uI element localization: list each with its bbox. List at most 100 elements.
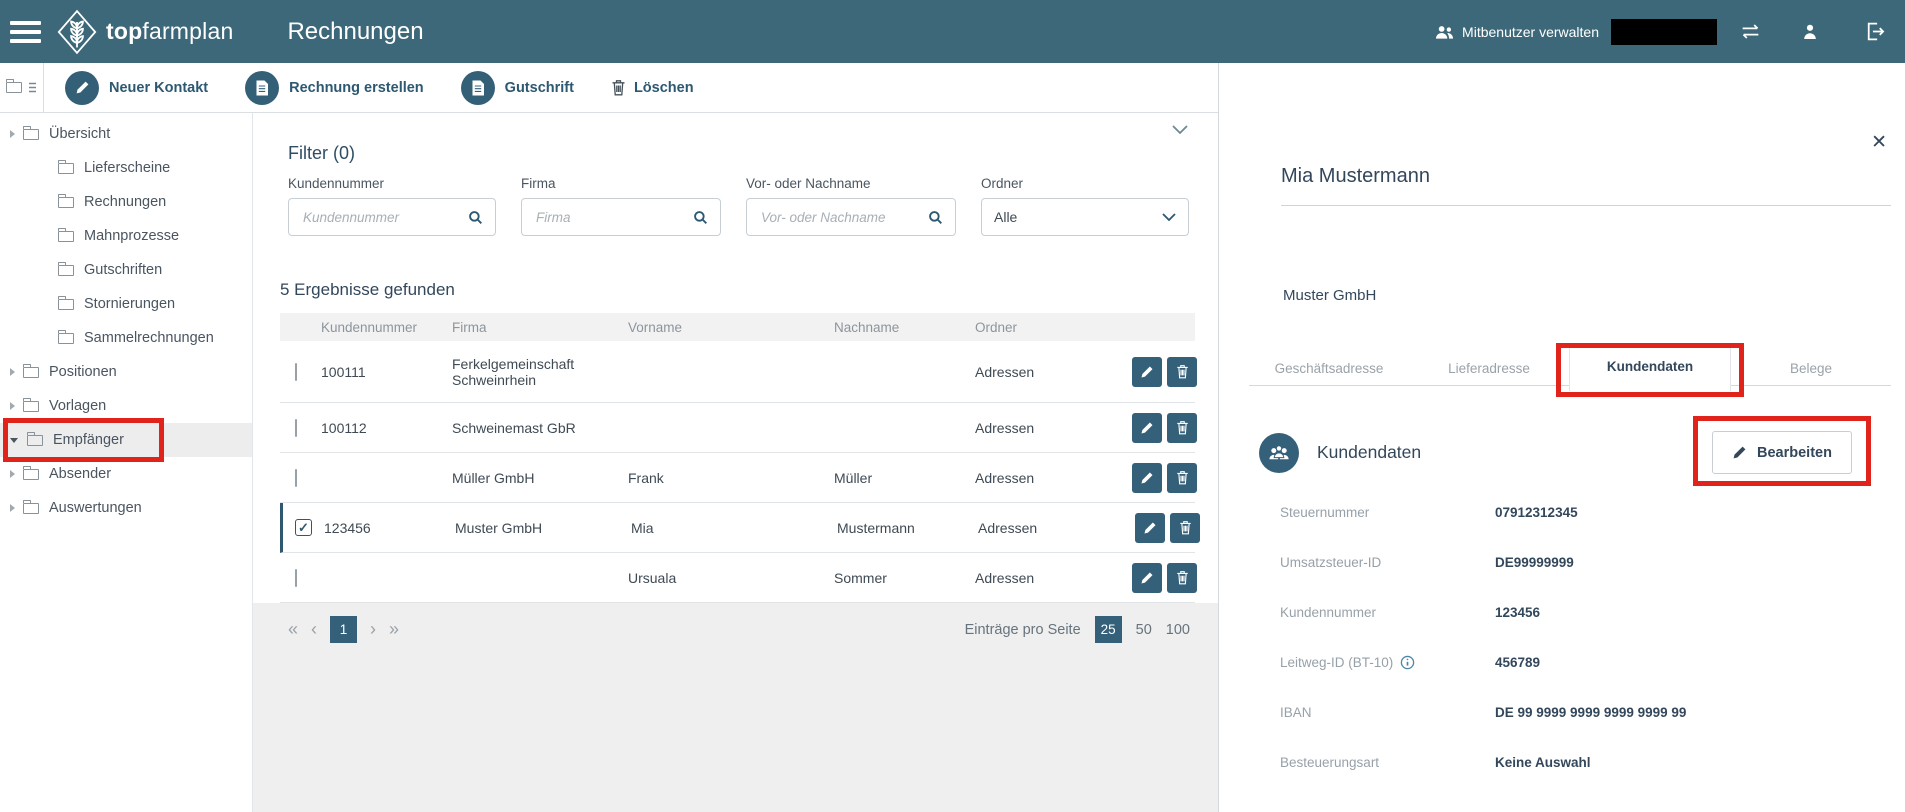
sidebar-item-uebersicht[interactable]: Übersicht — [0, 117, 252, 151]
new-contact-button[interactable]: Neuer Kontakt — [65, 70, 208, 105]
table-row[interactable]: Ursuala Sommer Adressen — [280, 553, 1197, 603]
filter-title: Filter (0) — [288, 143, 355, 163]
manage-users-button[interactable]: Mitbenutzer verwalten — [1435, 24, 1599, 40]
sidebar-item-sammelrechnungen[interactable]: Sammelrechnungen — [0, 321, 252, 355]
per-page-25[interactable]: 25 — [1094, 616, 1122, 643]
prev-page-button[interactable]: ‹ — [311, 619, 318, 639]
tab-kundendaten[interactable]: Kundendaten — [1556, 343, 1744, 397]
sidebar-item-stornierungen[interactable]: Stornierungen — [0, 287, 252, 321]
row-checkbox[interactable] — [295, 468, 297, 487]
pencil-circle-icon — [65, 70, 99, 105]
folder-icon — [23, 499, 39, 514]
per-page-100[interactable]: 100 — [1165, 621, 1190, 638]
last-page-button[interactable]: » — [389, 619, 400, 639]
redacted-account-name — [1611, 18, 1717, 45]
delete-button[interactable]: Löschen — [611, 79, 694, 96]
filter-ordner: Ordner Alle — [981, 176, 1189, 236]
filter-firma: Firma — [521, 176, 721, 236]
chevron-right-icon — [10, 130, 15, 138]
folder-icon — [6, 79, 22, 93]
row-checkbox-checked[interactable] — [295, 519, 312, 536]
edit-row-button[interactable] — [1132, 356, 1162, 387]
folder-icon — [23, 125, 39, 140]
trash-icon — [1176, 471, 1188, 485]
sidebar-item-lieferscheine[interactable]: Lieferscheine — [0, 151, 252, 185]
action-toolbar: Neuer Kontakt Rechnung erstellen Gutschr… — [0, 63, 1218, 113]
tab-lieferadresse[interactable]: Lieferadresse — [1448, 361, 1530, 376]
delete-row-button[interactable] — [1167, 356, 1197, 387]
folder-icon — [58, 295, 74, 310]
contact-detail-panel: ✕ Mia Mustermann Muster GmbH Geschäftsad… — [1218, 63, 1905, 812]
folder-icon — [58, 329, 74, 344]
detail-tabs: Geschäftsadresse Lieferadresse Kundendat… — [1249, 343, 1891, 397]
chevron-right-icon — [10, 470, 15, 478]
contact-name: Mia Mustermann — [1281, 165, 1430, 187]
switch-account-icon[interactable] — [1739, 23, 1762, 40]
col-firma: Firma — [452, 319, 487, 335]
folder-icon — [58, 193, 74, 208]
edit-row-button[interactable] — [1132, 462, 1162, 493]
edit-row-button[interactable] — [1132, 412, 1162, 443]
edit-row-button[interactable] — [1135, 512, 1165, 543]
chevron-right-icon — [10, 402, 15, 410]
wheat-logo-icon — [57, 9, 97, 54]
edit-button[interactable]: Bearbeiten — [1712, 431, 1852, 474]
pencil-icon — [1141, 571, 1153, 584]
row-checkbox[interactable] — [295, 418, 297, 437]
table-row[interactable]: Müller GmbH Frank Müller Adressen — [280, 453, 1197, 503]
logout-icon[interactable] — [1864, 21, 1885, 42]
divider — [1281, 205, 1891, 206]
field-iban: IBAN DE 99 9999 9999 9999 9999 99 — [1280, 704, 1687, 720]
search-icon — [469, 210, 482, 224]
first-page-button[interactable]: « — [288, 619, 299, 639]
sidebar-item-empfaenger[interactable]: Empfänger — [0, 418, 252, 462]
tab-belege[interactable]: Belege — [1789, 361, 1833, 376]
table-row[interactable]: 100112 Schweinemast GbR Adressen — [280, 403, 1197, 453]
credit-note-button[interactable]: Gutschrift — [460, 70, 574, 105]
firma-input[interactable] — [534, 208, 693, 226]
next-page-button[interactable]: › — [370, 619, 377, 639]
folder-tree-sidebar: Übersicht Lieferscheine Rechnungen Mahnp… — [0, 113, 253, 812]
delete-row-button[interactable] — [1167, 412, 1197, 443]
per-page-50[interactable]: 50 — [1135, 621, 1152, 638]
row-checkbox[interactable] — [295, 362, 297, 381]
tab-geschaeftsadresse[interactable]: Geschäftsadresse — [1274, 361, 1384, 376]
chevron-down-icon — [10, 437, 18, 443]
sidebar-item-vorlagen[interactable]: Vorlagen — [0, 389, 252, 423]
name-input[interactable] — [759, 208, 928, 226]
table-row-selected[interactable]: 123456 Muster GmbH Mia Mustermann Adress… — [280, 503, 1200, 553]
ordner-select[interactable]: Alle — [981, 198, 1189, 236]
app-logo[interactable]: topfarmplan — [57, 9, 233, 55]
folder-list-view-toggle[interactable] — [0, 63, 44, 112]
user-profile-icon[interactable] — [1802, 23, 1818, 40]
close-icon[interactable]: ✕ — [1871, 132, 1887, 153]
brand-wordmark: topfarmplan — [106, 18, 234, 44]
pencil-icon — [1141, 421, 1153, 434]
info-icon[interactable] — [1400, 655, 1415, 670]
pencil-icon — [1141, 471, 1153, 484]
delete-row-button[interactable] — [1167, 562, 1197, 593]
sidebar-item-positionen[interactable]: Positionen — [0, 355, 252, 389]
filter-name: Vor- oder Nachname — [746, 176, 956, 236]
sidebar-item-absender[interactable]: Absender — [0, 457, 252, 491]
col-kundennummer: Kundennummer — [321, 319, 418, 335]
pager: « ‹ 1 › » — [288, 616, 399, 643]
search-icon — [694, 210, 707, 224]
table-row[interactable]: 100111 Ferkelgemeinschaft Schweinrhein A… — [280, 341, 1197, 403]
sidebar-item-auswertungen[interactable]: Auswertungen — [0, 491, 252, 525]
row-checkbox[interactable] — [295, 568, 297, 587]
kundennummer-input[interactable] — [301, 208, 468, 226]
edit-row-button[interactable] — [1132, 562, 1162, 593]
sidebar-item-gutschriften[interactable]: Gutschriften — [0, 253, 252, 287]
menu-icon[interactable] — [10, 20, 41, 43]
delete-row-button[interactable] — [1167, 462, 1197, 493]
sidebar-item-mahnprozesse[interactable]: Mahnprozesse — [0, 219, 252, 253]
collapse-filter-chevron-icon[interactable] — [1172, 121, 1188, 139]
create-invoice-button[interactable]: Rechnung erstellen — [245, 70, 424, 105]
sidebar-item-rechnungen[interactable]: Rechnungen — [0, 185, 252, 219]
page-title: Rechnungen — [287, 17, 424, 45]
company-name: Muster GmbH — [1283, 287, 1377, 304]
delete-row-button[interactable] — [1170, 512, 1200, 543]
folder-icon — [27, 431, 43, 446]
current-page-button[interactable]: 1 — [330, 616, 358, 643]
